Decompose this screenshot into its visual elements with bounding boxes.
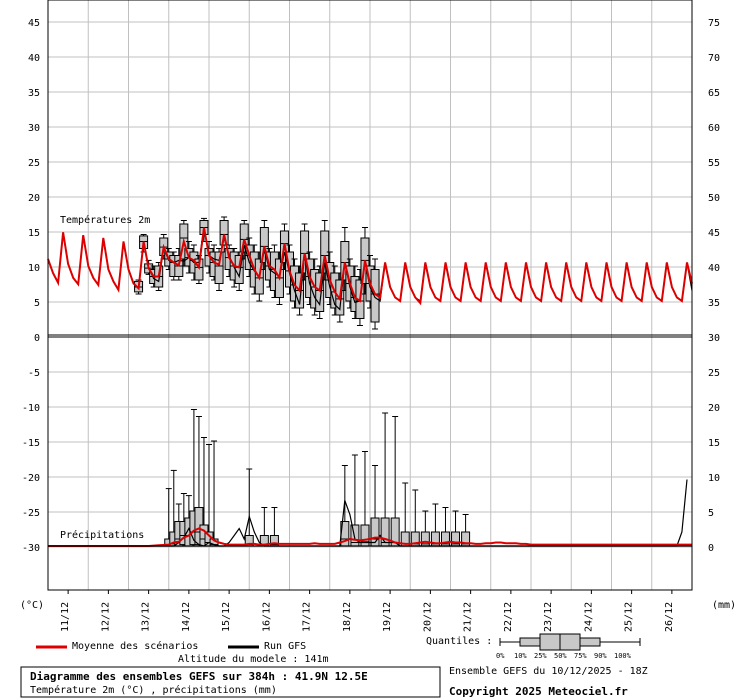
right-tick-label: 0 [708, 543, 714, 554]
quantile-label: 50% [554, 652, 567, 660]
left-tick-label: -5 [28, 368, 40, 379]
x-tick-label: 19/12 [382, 602, 393, 632]
temp-box [315, 272, 325, 312]
left-tick-label: 40 [28, 53, 40, 64]
plot-area [47, 216, 693, 547]
left-tick-label: 45 [28, 18, 40, 29]
x-tick-label: 25/12 [624, 602, 635, 632]
x-tick-label: 17/12 [302, 602, 313, 632]
right-tick-label: 25 [708, 368, 720, 379]
footer-title: Diagramme des ensembles GEFS sur 384h : … [30, 670, 368, 683]
plot-frame [47, 0, 693, 591]
right-tick-label: 35 [708, 298, 720, 309]
right-tick-label: 15 [708, 438, 720, 449]
quantiles-title: Quantiles : [426, 636, 493, 647]
right-tick-label: 20 [708, 403, 720, 414]
left-tick-label: -20 [22, 473, 40, 484]
gfs-legend-label: Run GFS [264, 641, 307, 652]
left-tick-label: 0 [34, 333, 40, 344]
copyright: Copyright 2025 Meteociel.fr [449, 685, 628, 698]
temp-box [214, 251, 224, 284]
right-unit-label: (mm) [712, 600, 737, 611]
left-tick-label: 30 [28, 123, 40, 134]
temp-mean-line [47, 227, 693, 306]
quantile-label: 90% [594, 652, 607, 660]
footer-subtitle: Température 2m (°C) , précipitations (mm… [30, 685, 277, 696]
right-tick-label: 65 [708, 88, 720, 99]
x-tick-label: 22/12 [503, 602, 514, 632]
left-tick-label: 5 [34, 298, 40, 309]
quantile-label: 10% [514, 652, 527, 660]
temperature-panel-label: Températures 2m [60, 215, 151, 226]
right-tick-label: 30 [708, 333, 720, 344]
left-tick-label: -25 [22, 508, 40, 519]
temp-box [219, 220, 229, 246]
left-unit-label: (°C) [20, 600, 45, 611]
quantiles-legend-box [499, 633, 641, 651]
right-tick-label: 55 [708, 158, 720, 169]
quantile-label: 100% [614, 652, 631, 660]
x-tick-label: 12/12 [100, 602, 111, 632]
x-tick-label: 14/12 [181, 602, 192, 632]
x-tick-label: 15/12 [221, 602, 232, 632]
x-tick-label: 20/12 [422, 602, 433, 632]
x-tick-label: 13/12 [141, 602, 152, 632]
quantile-label: 0% [496, 652, 505, 660]
right-tick-label: 5 [708, 508, 714, 519]
right-tick-label: 60 [708, 123, 720, 134]
precip-mean-line [48, 527, 692, 547]
mean-legend-label: Moyenne des scénarios [72, 641, 199, 652]
right-tick-label: 75 [708, 18, 720, 29]
x-tick-label: 16/12 [261, 602, 272, 632]
x-tick-label: 21/12 [463, 602, 474, 632]
legend-graphics [20, 633, 641, 698]
left-tick-label: -30 [22, 543, 40, 554]
right-tick-label: 70 [708, 53, 720, 64]
precipitation-panel-label: Précipitations [60, 530, 145, 541]
right-tick-label: 50 [708, 193, 720, 204]
x-tick-label: 18/12 [342, 602, 353, 632]
x-tick-label: 11/12 [60, 602, 71, 632]
temp-box [259, 227, 269, 263]
right-tick-label: 10 [708, 473, 720, 484]
left-tick-label: 25 [28, 158, 40, 169]
quantile-label: 75% [574, 652, 587, 660]
quantile-label: 25% [534, 652, 547, 660]
left-tick-label: 35 [28, 88, 40, 99]
left-tick-label: 20 [28, 193, 40, 204]
altitude-label: Altitude du modele : 141m [178, 654, 329, 665]
x-tick-label: 26/12 [664, 602, 675, 632]
right-tick-label: 40 [708, 263, 720, 274]
footer-box [20, 666, 441, 698]
left-tick-label: 10 [28, 263, 40, 274]
temp-box [340, 241, 350, 281]
x-tick-label: 24/12 [583, 602, 594, 632]
left-tick-label: -10 [22, 403, 40, 414]
ensemble-info: Ensemble GEFS du 10/12/2025 - 18Z [449, 666, 648, 677]
right-tick-label: 45 [708, 228, 720, 239]
x-tick-label: 23/12 [543, 602, 554, 632]
left-tick-label: 15 [28, 228, 40, 239]
left-tick-label: -15 [22, 438, 40, 449]
